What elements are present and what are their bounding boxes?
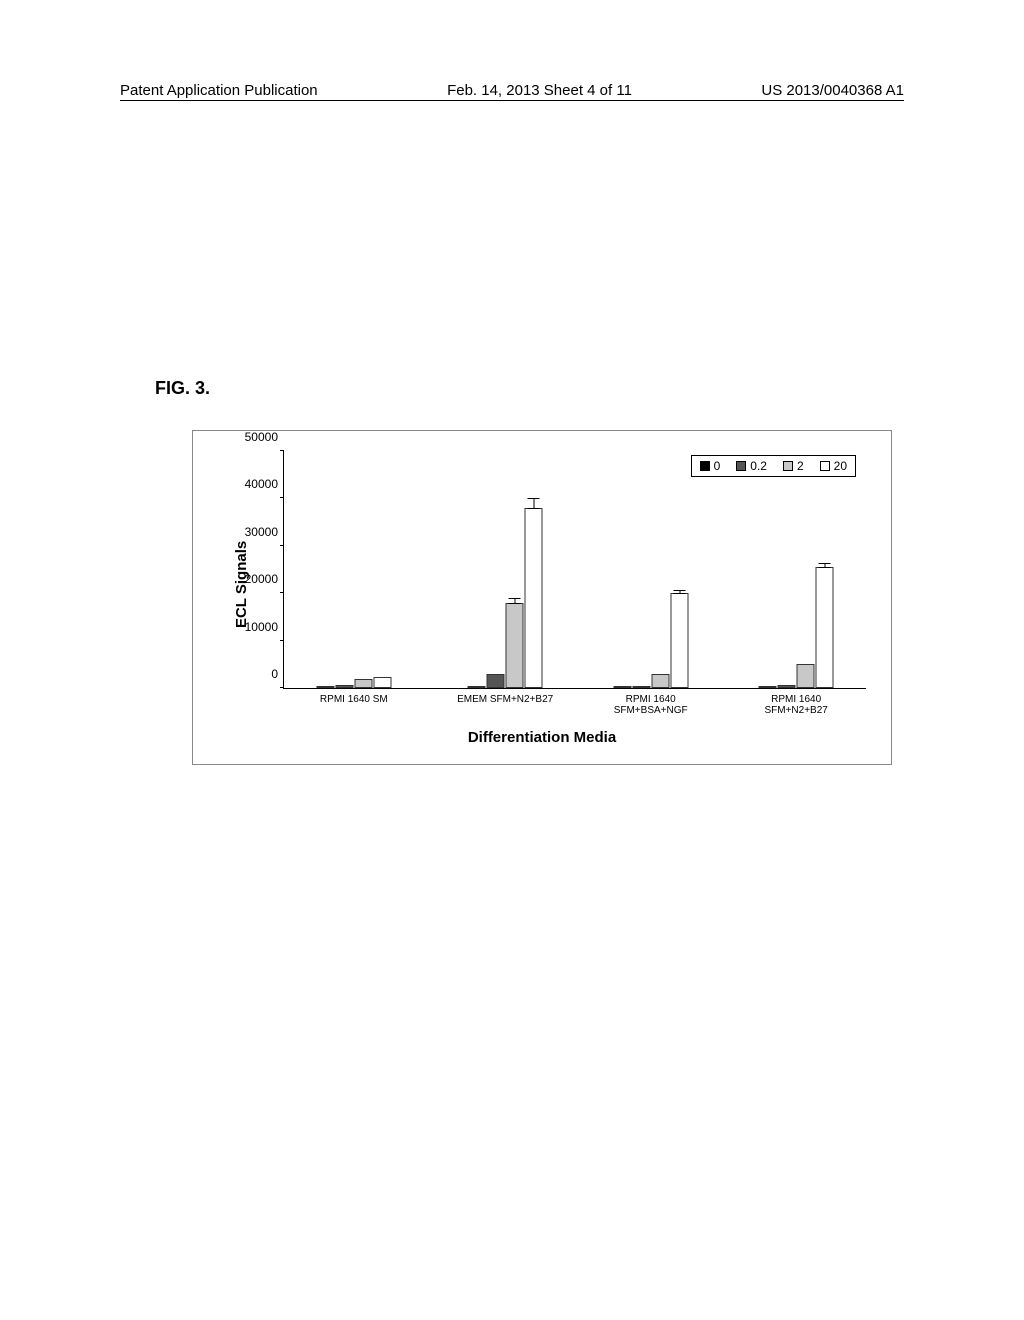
legend-swatch: [820, 461, 830, 471]
legend-label: 0: [714, 459, 721, 473]
x-axis-label: Differentiation Media: [468, 729, 616, 746]
x-group-label: EMEM SFM+N2+B27: [445, 694, 565, 705]
error-bar: [509, 603, 521, 604]
figure-label: FIG. 3.: [155, 378, 210, 399]
legend-item: 0.2: [736, 459, 767, 473]
error-bar: [673, 593, 685, 594]
bar: [797, 664, 815, 688]
y-tick-mark: [280, 450, 284, 451]
bar: [316, 686, 334, 688]
bar: [613, 686, 631, 688]
bar: [632, 686, 650, 688]
y-tick-label: 40000: [245, 477, 278, 491]
error-bar: [819, 567, 831, 568]
chart-container: ECL Signals 00.2220 01000020000300004000…: [192, 430, 892, 765]
bar-group: EMEM SFM+N2+B27: [468, 508, 543, 688]
plot-area: 01000020000300004000050000RPMI 1640 SMEM…: [283, 451, 866, 689]
legend-swatch: [700, 461, 710, 471]
x-group-label: RPMI 1640SFM+BSA+NGF: [591, 694, 711, 716]
legend-label: 2: [797, 459, 804, 473]
bar: [335, 685, 353, 688]
y-tick-mark: [280, 687, 284, 688]
y-tick-label: 0: [271, 667, 278, 681]
y-tick-mark: [280, 592, 284, 593]
bar: [468, 686, 486, 688]
x-group-label: RPMI 1640 SM: [294, 694, 414, 705]
header-left-text: Patent Application Publication: [120, 82, 318, 99]
chart-inner: ECL Signals 00.2220 01000020000300004000…: [193, 431, 891, 764]
x-group-label: RPMI 1640SFM+N2+B27: [736, 694, 856, 716]
error-bar: [528, 508, 540, 509]
legend-label: 20: [834, 459, 847, 473]
bar: [525, 508, 543, 688]
header-underline: [120, 100, 904, 101]
y-tick-label: 20000: [245, 572, 278, 586]
bar-group: RPMI 1640SFM+BSA+NGF: [613, 593, 688, 688]
legend-item: 20: [820, 459, 847, 473]
header-right-text: US 2013/0040368 A1: [761, 82, 904, 99]
y-tick-label: 30000: [245, 525, 278, 539]
legend-swatch: [736, 461, 746, 471]
legend-label: 0.2: [750, 459, 767, 473]
bar-group: RPMI 1640SFM+N2+B27: [759, 567, 834, 688]
bar: [651, 674, 669, 688]
chart-legend: 0 0.2 2 20: [691, 455, 856, 477]
y-tick-mark: [280, 497, 284, 498]
bar: [759, 686, 777, 688]
legend-item: 0: [700, 459, 721, 473]
bar: [778, 685, 796, 688]
bar: [670, 593, 688, 688]
y-tick-mark: [280, 640, 284, 641]
y-tick-mark: [280, 545, 284, 546]
header-center-text: Feb. 14, 2013 Sheet 4 of 11: [447, 82, 632, 99]
y-tick-label: 10000: [245, 620, 278, 634]
bar: [487, 674, 505, 688]
bar-group: RPMI 1640 SM: [316, 677, 391, 688]
page-header: Patent Application Publication Feb. 14, …: [0, 82, 1024, 99]
legend-item: 2: [783, 459, 804, 473]
y-tick-label: 50000: [245, 430, 278, 444]
bar: [354, 679, 372, 688]
bar: [816, 567, 834, 688]
legend-swatch: [783, 461, 793, 471]
bar: [373, 677, 391, 688]
bar: [506, 603, 524, 688]
